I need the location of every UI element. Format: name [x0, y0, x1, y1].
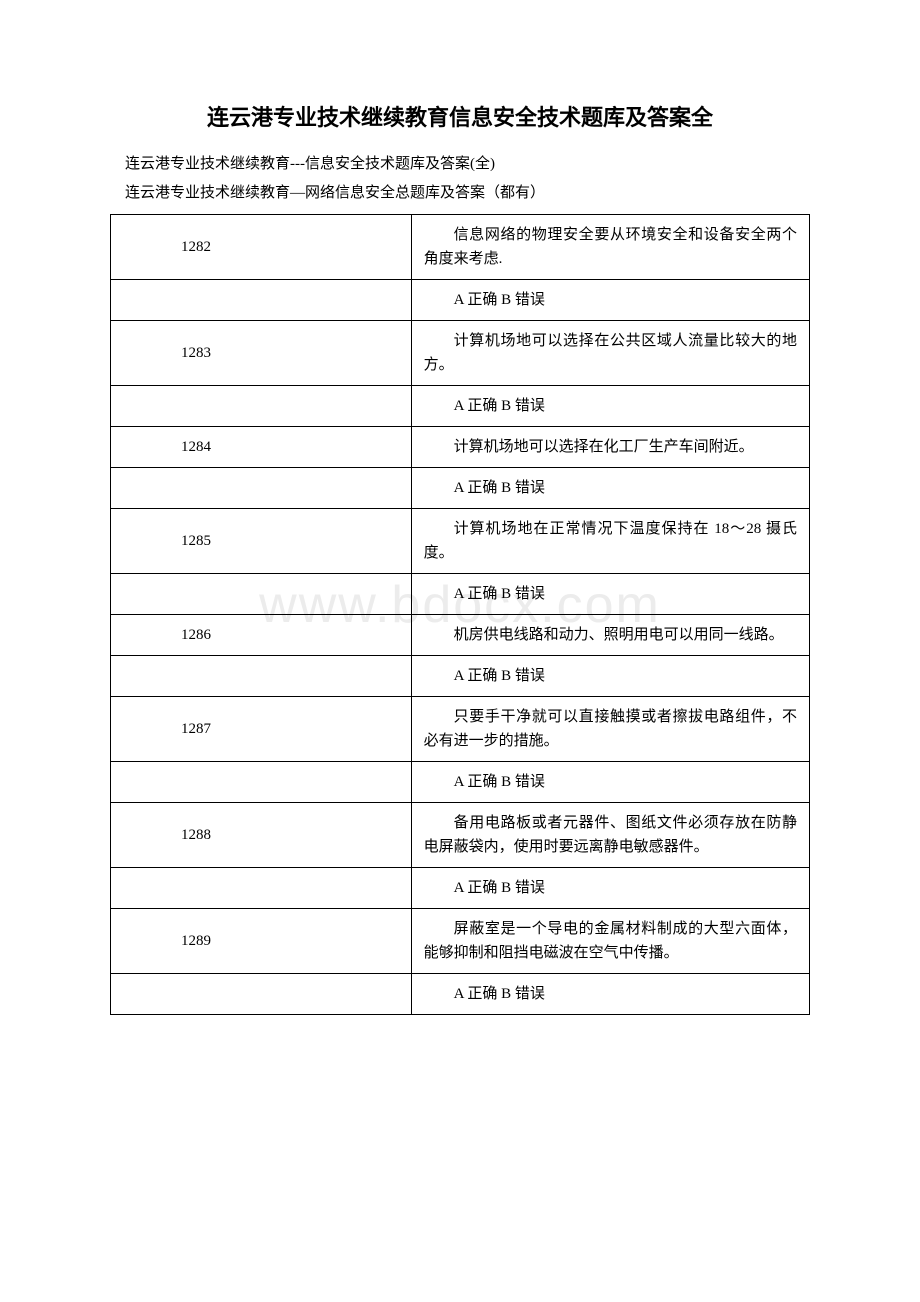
table-row: A 正确 B 错误 — [111, 574, 810, 615]
question-number: 1289 — [111, 909, 412, 974]
question-text: 计算机场地可以选择在公共区域人流量比较大的地方。 — [411, 321, 809, 386]
question-number: 1286 — [111, 615, 412, 656]
question-text: 备用电路板或者元器件、图纸文件必须存放在防静电屏蔽袋内，使用时要远离静电敏感器件… — [411, 803, 809, 868]
question-number: 1287 — [111, 697, 412, 762]
empty-cell — [111, 468, 412, 509]
answer-options: A 正确 B 错误 — [411, 280, 809, 321]
table-row: 1286机房供电线路和动力、照明用电可以用同一线路。 — [111, 615, 810, 656]
answer-options: A 正确 B 错误 — [411, 656, 809, 697]
table-row: 1289屏蔽室是一个导电的金属材料制成的大型六面体，能够抑制和阻挡电磁波在空气中… — [111, 909, 810, 974]
empty-cell — [111, 656, 412, 697]
table-row: A 正确 B 错误 — [111, 656, 810, 697]
question-text: 只要手干净就可以直接触摸或者擦拔电路组件，不必有进一步的措施。 — [411, 697, 809, 762]
question-number: 1282 — [111, 215, 412, 280]
question-text: 信息网络的物理安全要从环境安全和设备安全两个角度来考虑. — [411, 215, 809, 280]
question-text: 计算机场地可以选择在化工厂生产车间附近。 — [411, 427, 809, 468]
table-row: A 正确 B 错误 — [111, 762, 810, 803]
answer-options: A 正确 B 错误 — [411, 468, 809, 509]
table-row: 1287只要手干净就可以直接触摸或者擦拔电路组件，不必有进一步的措施。 — [111, 697, 810, 762]
table-row: A 正确 B 错误 — [111, 468, 810, 509]
table-row: A 正确 B 错误 — [111, 386, 810, 427]
subtitle-1: 连云港专业技术继续教育---信息安全技术题库及答案(全) — [110, 152, 810, 173]
subtitle-2: 连云港专业技术继续教育—网络信息安全总题库及答案（都有） — [110, 181, 810, 202]
answer-options: A 正确 B 错误 — [411, 574, 809, 615]
empty-cell — [111, 280, 412, 321]
answer-options: A 正确 B 错误 — [411, 974, 809, 1015]
empty-cell — [111, 386, 412, 427]
table-row: A 正确 B 错误 — [111, 868, 810, 909]
table-row: A 正确 B 错误 — [111, 974, 810, 1015]
table-row: A 正确 B 错误 — [111, 280, 810, 321]
question-table: 1282信息网络的物理安全要从环境安全和设备安全两个角度来考虑. A 正确 B … — [110, 214, 810, 1015]
question-number: 1288 — [111, 803, 412, 868]
question-number: 1284 — [111, 427, 412, 468]
question-text: 机房供电线路和动力、照明用电可以用同一线路。 — [411, 615, 809, 656]
question-number: 1285 — [111, 509, 412, 574]
answer-options: A 正确 B 错误 — [411, 386, 809, 427]
answer-options: A 正确 B 错误 — [411, 868, 809, 909]
table-row: 1288备用电路板或者元器件、图纸文件必须存放在防静电屏蔽袋内，使用时要远离静电… — [111, 803, 810, 868]
table-row: 1283计算机场地可以选择在公共区域人流量比较大的地方。 — [111, 321, 810, 386]
table-row: 1284计算机场地可以选择在化工厂生产车间附近。 — [111, 427, 810, 468]
question-number: 1283 — [111, 321, 412, 386]
page-title: 连云港专业技术继续教育信息安全技术题库及答案全 — [110, 100, 810, 132]
question-text: 屏蔽室是一个导电的金属材料制成的大型六面体，能够抑制和阻挡电磁波在空气中传播。 — [411, 909, 809, 974]
empty-cell — [111, 574, 412, 615]
empty-cell — [111, 762, 412, 803]
empty-cell — [111, 868, 412, 909]
answer-options: A 正确 B 错误 — [411, 762, 809, 803]
empty-cell — [111, 974, 412, 1015]
table-row: 1285计算机场地在正常情况下温度保持在 18～28 摄氏度。 — [111, 509, 810, 574]
table-row: 1282信息网络的物理安全要从环境安全和设备安全两个角度来考虑. — [111, 215, 810, 280]
question-text: 计算机场地在正常情况下温度保持在 18～28 摄氏度。 — [411, 509, 809, 574]
